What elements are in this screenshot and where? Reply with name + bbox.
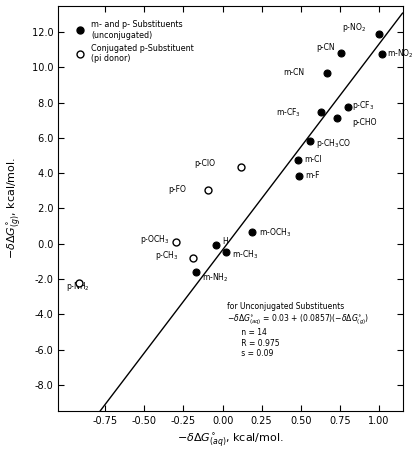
Text: p-CH$_3$CO: p-CH$_3$CO [316,136,352,150]
Text: m-F: m-F [305,172,320,180]
Text: m-OCH$_3$: m-OCH$_3$ [259,226,291,238]
Text: p-CN: p-CN [317,43,335,52]
X-axis label: $-\delta\Delta G^{\circ}_{(aq)}$, kcal/mol.: $-\delta\Delta G^{\circ}_{(aq)}$, kcal/m… [177,432,284,450]
Text: m-CN: m-CN [283,68,304,77]
Text: m-NH$_2$: m-NH$_2$ [202,272,228,284]
Text: m-CF$_3$: m-CF$_3$ [276,106,301,119]
Text: p-NH$_2$: p-NH$_2$ [66,279,90,293]
Text: m-Cl: m-Cl [304,156,322,164]
Text: for Unconjugated Substituents
$-\delta\Delta G^{\circ}_{(aq)}$ = 0.03 + (0.0857): for Unconjugated Substituents $-\delta\D… [227,302,370,358]
Text: p-CF$_3$: p-CF$_3$ [352,99,375,112]
Text: H: H [223,237,228,246]
Text: p-FO: p-FO [168,186,186,194]
Text: p-OCH$_3$: p-OCH$_3$ [139,233,169,246]
Text: m-CH$_3$: m-CH$_3$ [232,249,258,262]
Y-axis label: $-\delta\Delta G^{\circ}_{(g)}$, kcal/mol.: $-\delta\Delta G^{\circ}_{(g)}$, kcal/mo… [5,157,23,259]
Text: p-CH$_3$: p-CH$_3$ [155,249,179,262]
Text: m-NO$_2$: m-NO$_2$ [387,48,414,61]
Text: p-CHO: p-CHO [352,118,377,127]
Text: p-ClO: p-ClO [194,159,215,168]
Legend: m- and p- Substituents
(unconjugated), Conjugated p-Substituent
(pi donor): m- and p- Substituents (unconjugated), C… [69,18,196,66]
Text: p-NO$_2$: p-NO$_2$ [342,21,367,34]
